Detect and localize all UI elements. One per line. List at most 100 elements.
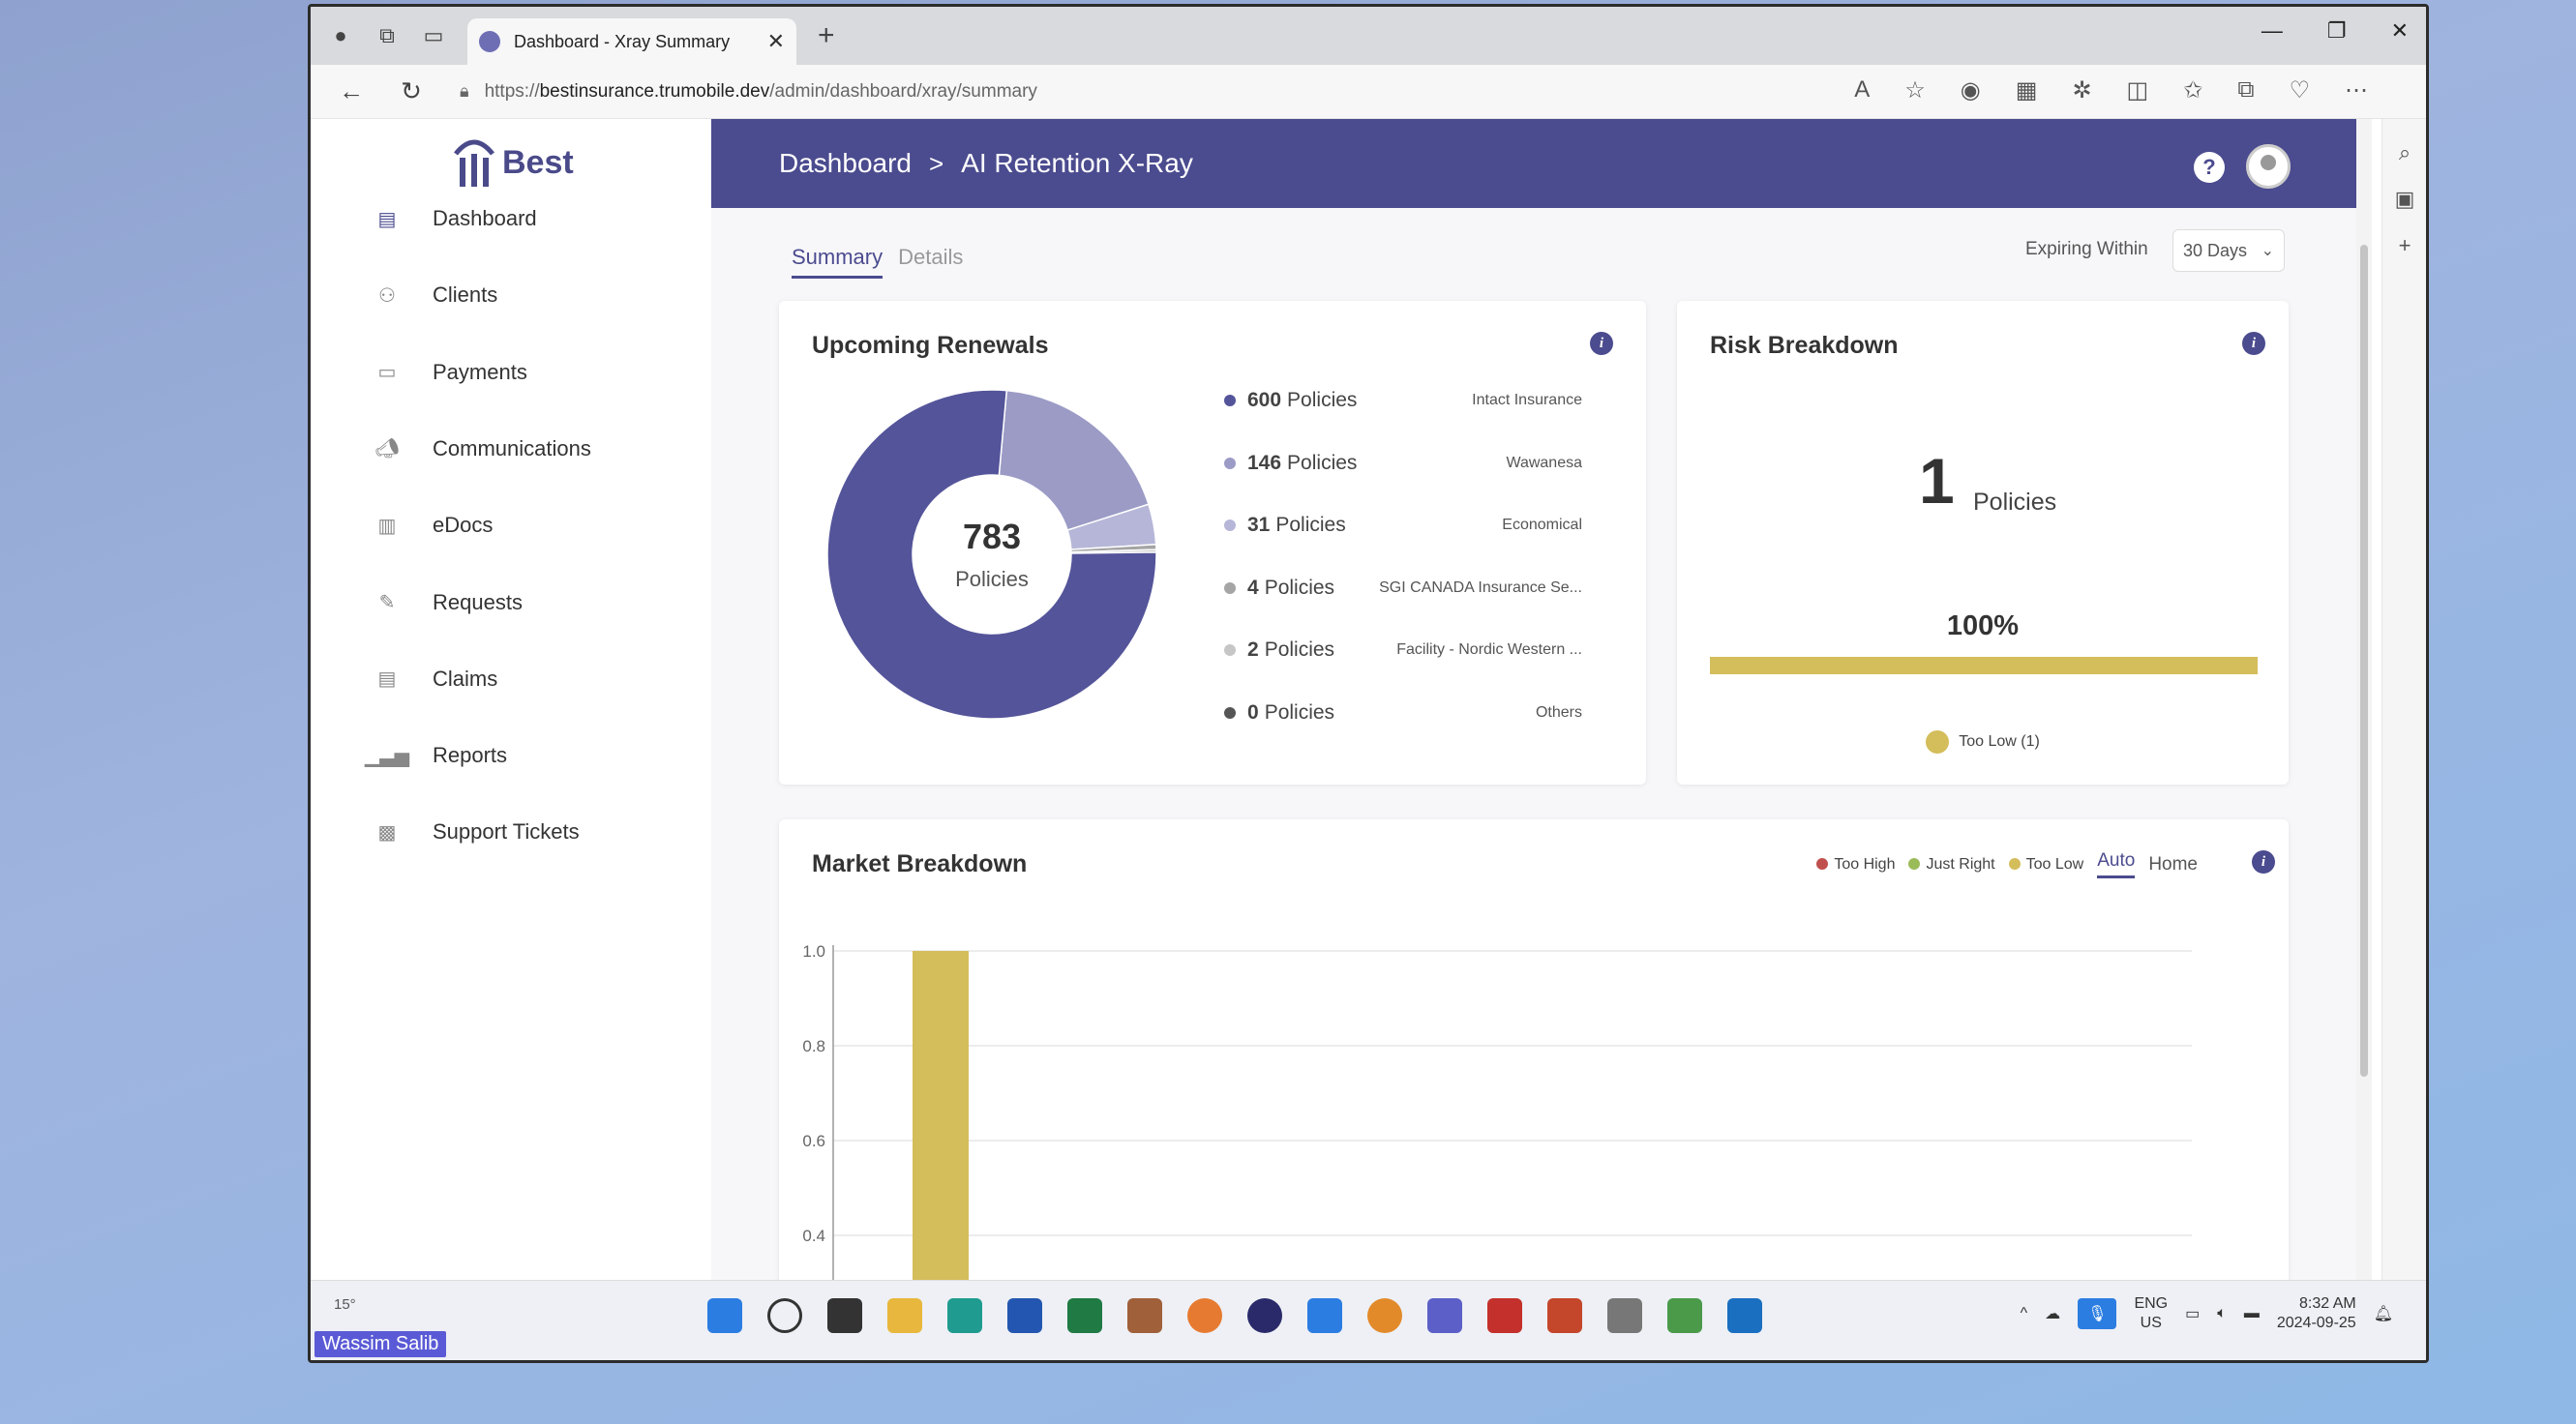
info-icon[interactable]: i bbox=[1590, 332, 1613, 355]
info-icon[interactable]: i bbox=[2242, 332, 2265, 355]
renewal-legend-row[interactable]: 146 Policies Wawanesa bbox=[1224, 449, 1582, 478]
sidebar-item-requests[interactable]: ✎ Requests bbox=[373, 588, 523, 617]
performance-icon[interactable]: ♡ bbox=[2289, 77, 2310, 104]
tab-details[interactable]: Details bbox=[898, 245, 964, 269]
close-window-icon[interactable]: ✕ bbox=[2390, 18, 2409, 43]
ticket-icon: ▩ bbox=[377, 821, 397, 844]
breadcrumb-separator: > bbox=[928, 148, 944, 178]
favorites-icon[interactable]: ✩ bbox=[2183, 77, 2203, 104]
app-icon[interactable] bbox=[1667, 1298, 1702, 1333]
donut-slice[interactable] bbox=[998, 390, 1150, 531]
sidebar-item-clients[interactable]: ⚇ Clients bbox=[373, 281, 497, 310]
sidebar: Best ▤ Dashboard ⚇ Clients ▭ Payments 📣︎ Commun… bbox=[311, 119, 711, 1280]
microphone-icon[interactable]: 🎙︎ bbox=[2078, 1298, 2117, 1329]
scroll-thumb[interactable] bbox=[2360, 245, 2368, 1077]
breadcrumb-dashboard[interactable]: Dashboard bbox=[779, 148, 912, 178]
sidebar-item-reports[interactable]: ▁▃▅ Reports bbox=[365, 741, 507, 770]
refresh-icon[interactable]: ↻ bbox=[401, 76, 422, 105]
read-aloud-icon[interactable]: A bbox=[1854, 76, 1871, 103]
renewal-legend-row[interactable]: 4 Policies SGI CANADA Insurance Se... bbox=[1224, 574, 1582, 603]
renewal-policies-word: Policies bbox=[1287, 451, 1358, 474]
workspaces-icon[interactable]: ⧉ bbox=[379, 23, 395, 47]
sidebar-item-communications[interactable]: 📣︎ Communications bbox=[373, 434, 591, 463]
file-explorer-icon[interactable] bbox=[887, 1298, 922, 1333]
chevron-up-icon[interactable]: ^ bbox=[2020, 1305, 2028, 1321]
info-icon[interactable]: i bbox=[2252, 850, 2275, 874]
excel-icon[interactable] bbox=[1067, 1298, 1102, 1333]
teams-icon[interactable]: ▣ bbox=[2394, 187, 2415, 211]
app-icon[interactable] bbox=[1247, 1298, 1282, 1333]
sidebar-item-claims[interactable]: ▤ Claims bbox=[373, 665, 498, 694]
sidebar-item-support-tickets[interactable]: ▩ Support Tickets bbox=[373, 817, 580, 846]
more-icon[interactable]: ⋯ bbox=[2345, 77, 2368, 104]
add-icon[interactable]: + bbox=[2398, 233, 2411, 257]
sidebar-item-payments[interactable]: ▭ Payments bbox=[373, 358, 527, 387]
battery-icon[interactable]: ▬ bbox=[2243, 1305, 2260, 1321]
store-icon[interactable] bbox=[1007, 1298, 1042, 1333]
sidebar-item-dashboard[interactable]: ▤ Dashboard bbox=[373, 204, 537, 233]
help-icon[interactable]: ? bbox=[2194, 152, 2225, 183]
risk-policy-label: Policies bbox=[1973, 489, 2057, 516]
profile-icon[interactable]: ● bbox=[334, 23, 347, 47]
donut-slice[interactable] bbox=[827, 390, 1156, 719]
logo[interactable]: Best bbox=[452, 134, 574, 191]
toggle-home[interactable]: Home bbox=[2148, 853, 2198, 875]
task-view-icon[interactable] bbox=[827, 1298, 862, 1333]
tab-strip: ● ⧉ ▭ Dashboard - Xray Summary ✕ + — ❐ ✕ bbox=[311, 7, 2426, 65]
new-tab-icon[interactable]: + bbox=[818, 19, 835, 51]
legend-too-high[interactable]: Too High bbox=[1816, 856, 1895, 874]
too-low-dot bbox=[2008, 858, 2021, 871]
notification-icon[interactable]: 🔔︎ bbox=[2373, 1306, 2393, 1322]
url-field[interactable]: 🔒︎ https://bestinsurance.trumobile.dev/a… bbox=[460, 81, 1037, 103]
app-icon[interactable] bbox=[1127, 1298, 1162, 1333]
back-icon[interactable]: ← bbox=[339, 76, 364, 105]
close-tab-icon[interactable]: ✕ bbox=[766, 29, 785, 53]
sidebar-item-edocs[interactable]: ▥ eDocs bbox=[373, 511, 494, 540]
acrobat-icon[interactable] bbox=[1487, 1298, 1522, 1333]
toggle-auto[interactable]: Auto bbox=[2097, 850, 2136, 878]
avatar[interactable] bbox=[2246, 144, 2291, 189]
payments-icon: ▭ bbox=[377, 362, 397, 384]
app-icon[interactable] bbox=[1367, 1298, 1402, 1333]
split-screen-icon[interactable]: ◫ bbox=[2126, 77, 2149, 104]
collections-icon[interactable]: ⧉ bbox=[2237, 76, 2255, 103]
chart-bar[interactable] bbox=[913, 951, 969, 1332]
lang-secondary: US bbox=[2140, 1315, 2162, 1331]
browser-tab[interactable]: Dashboard - Xray Summary ✕ bbox=[467, 18, 796, 65]
renewal-legend-row[interactable]: 0 Policies Others bbox=[1224, 698, 1582, 727]
search-icon[interactable] bbox=[767, 1298, 802, 1333]
app-icon[interactable] bbox=[1187, 1298, 1222, 1333]
clock-date: 2024-09-25 bbox=[2276, 1315, 2356, 1331]
tab-actions-icon[interactable]: ▭ bbox=[423, 23, 444, 47]
clock[interactable]: 8:32 AM 2024-09-25 bbox=[2277, 1294, 2356, 1333]
tab-summary[interactable]: Summary bbox=[792, 245, 884, 279]
sidebar-item-label: Communications bbox=[433, 435, 591, 460]
renewal-legend-row[interactable]: 600 Policies Intact Insurance bbox=[1224, 386, 1582, 415]
teams-icon[interactable] bbox=[1427, 1298, 1462, 1333]
renewals-donut-chart bbox=[827, 390, 1156, 719]
qr-icon[interactable]: ▦ bbox=[2015, 77, 2038, 104]
vscode-icon[interactable] bbox=[1307, 1298, 1342, 1333]
expiring-within-select[interactable]: 30 Days ⌄ bbox=[2172, 229, 2285, 272]
extension-icon[interactable]: ◉ bbox=[1960, 77, 1981, 104]
calculator-icon[interactable] bbox=[1607, 1298, 1642, 1333]
language-indicator[interactable]: ENG US bbox=[2134, 1294, 2168, 1333]
renewal-legend-row[interactable]: 2 Policies Facility - Nordic Western ... bbox=[1224, 636, 1582, 665]
edge-icon[interactable] bbox=[947, 1298, 982, 1333]
outlook-icon[interactable] bbox=[1727, 1298, 1762, 1333]
network-icon[interactable]: ▭ bbox=[2185, 1306, 2201, 1322]
renewal-legend-row[interactable]: 31 Policies Economical bbox=[1224, 511, 1582, 540]
restore-icon[interactable]: ❐ bbox=[2326, 18, 2347, 43]
powerpoint-icon[interactable] bbox=[1547, 1298, 1582, 1333]
puzzle-icon[interactable]: ✲ bbox=[2072, 77, 2092, 104]
legend-too-low[interactable]: Too Low bbox=[2008, 856, 2083, 874]
favorite-star-icon[interactable]: ☆ bbox=[1904, 77, 1926, 104]
start-icon[interactable] bbox=[707, 1298, 742, 1333]
onedrive-icon[interactable]: ☁ bbox=[2045, 1306, 2061, 1322]
weather-widget[interactable]: 15° bbox=[334, 1296, 356, 1313]
volume-icon[interactable]: 🔈︎ bbox=[2217, 1305, 2227, 1321]
search-icon[interactable]: ⌕ bbox=[2398, 140, 2411, 164]
minimize-icon[interactable]: — bbox=[2261, 18, 2283, 43]
page-scrollbar[interactable] bbox=[2356, 119, 2372, 1280]
legend-just-right[interactable]: Just Right bbox=[1908, 856, 1995, 874]
